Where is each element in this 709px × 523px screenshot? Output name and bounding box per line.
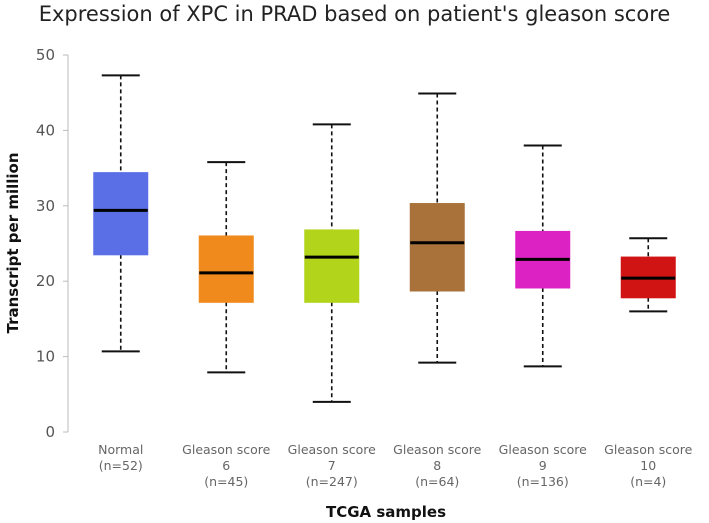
x-axis-labels: Normal(n=52)Gleason score6(n=45)Gleason …	[98, 442, 693, 489]
iqr-box	[409, 203, 465, 292]
x-category-label: (n=64)	[415, 474, 459, 489]
y-tick-label: 50	[36, 46, 55, 64]
box-group	[304, 123, 360, 403]
iqr-box	[93, 172, 149, 256]
x-category-label: (n=45)	[204, 474, 248, 489]
x-category-label: Gleason score	[499, 442, 587, 457]
y-tick-label: 30	[36, 197, 55, 215]
x-category-label: 8	[433, 458, 441, 473]
chart-title: Expression of XPC in PRAD based on patie…	[38, 2, 671, 26]
x-category-label: (n=136)	[517, 474, 569, 489]
box-group	[409, 92, 465, 364]
x-category-label: Gleason score	[182, 442, 270, 457]
x-category-label: (n=52)	[99, 458, 143, 473]
y-tick-label: 40	[36, 121, 55, 139]
box-group	[93, 74, 149, 353]
x-category-label: 10	[640, 458, 656, 473]
iqr-box	[198, 235, 254, 303]
x-category-label: (n=247)	[306, 474, 358, 489]
y-tick-label: 20	[36, 272, 55, 290]
y-axis-title: Transcript per million	[4, 153, 22, 334]
x-category-label: Normal	[98, 442, 143, 457]
x-category-label: (n=4)	[630, 474, 666, 489]
x-category-label: 9	[539, 458, 547, 473]
x-category-label: 7	[328, 458, 336, 473]
x-category-label: Gleason score	[604, 442, 692, 457]
x-category-label: 6	[222, 458, 230, 473]
x-axis-title: TCGA samples	[326, 503, 446, 521]
y-tick-label: 0	[45, 423, 55, 441]
x-category-label: Gleason score	[393, 442, 481, 457]
box-series	[93, 74, 676, 403]
box-group	[198, 161, 254, 374]
iqr-box	[304, 229, 360, 303]
y-axis-ticks: 0 10 20 30 40 50	[36, 46, 68, 441]
box-group	[515, 144, 571, 368]
y-tick-label: 10	[36, 348, 55, 366]
x-category-label: Gleason score	[288, 442, 376, 457]
box-group	[620, 237, 676, 313]
